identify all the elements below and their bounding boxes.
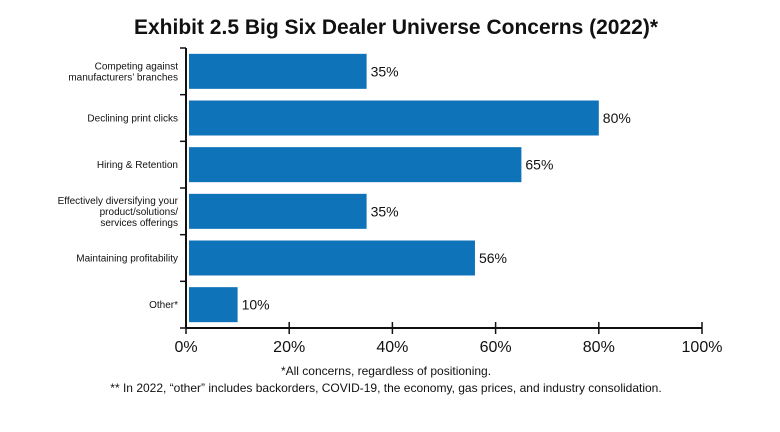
footnote-1: *All concerns, regardless of positioning… (281, 364, 491, 378)
category-label: Maintaining profitability (76, 254, 178, 265)
plot-area: 35% Competing against manufacturers’ branc… (58, 47, 723, 356)
footnote-2: ** In 2022, “other” includes backorders,… (110, 381, 661, 395)
x-tick-label: 40% (376, 339, 408, 356)
chart-title: Exhibit 2.5 Big Six Dealer Universe Conc… (134, 16, 659, 39)
x-tick-label: 20% (273, 339, 305, 356)
data-label: 80% (603, 110, 631, 126)
data-label: 56% (479, 250, 507, 266)
bar (189, 240, 475, 276)
bar (189, 100, 599, 136)
data-label: 65% (525, 157, 553, 173)
category-label: Competing against manufacturers’ branches (68, 61, 178, 83)
x-tick-label: 80% (583, 339, 615, 356)
bar (189, 147, 522, 183)
bar (189, 193, 367, 229)
category-label: Effectively diversifying your product/sol… (58, 196, 179, 229)
category-label: Declining print clicks (87, 114, 178, 125)
x-tick-label: 60% (480, 339, 512, 356)
x-tick-label: 100% (682, 339, 723, 356)
category-label: Other* (149, 300, 178, 311)
data-label: 10% (242, 297, 270, 313)
category-label: Hiring & Retention (97, 160, 178, 171)
bar (189, 53, 367, 89)
bar (189, 287, 238, 323)
data-label: 35% (371, 63, 399, 79)
x-tick-label: 0% (174, 339, 197, 356)
data-label: 35% (371, 203, 399, 219)
